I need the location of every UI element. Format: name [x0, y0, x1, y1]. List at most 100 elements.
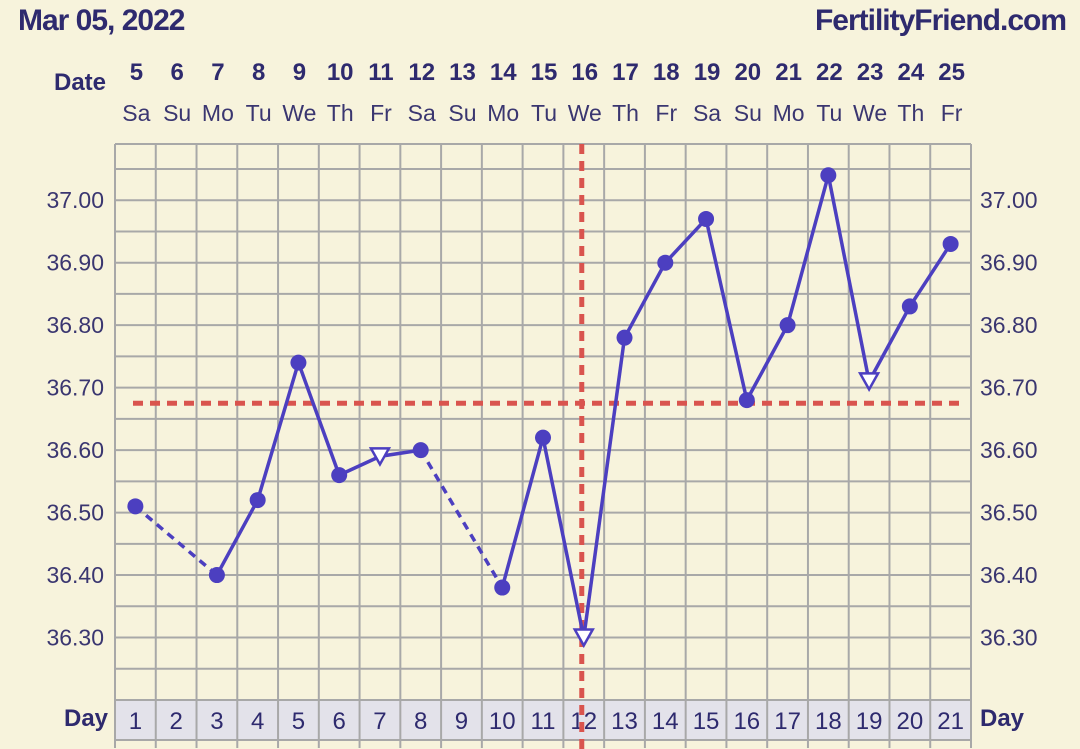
y-tick-label-left: 36.80: [46, 312, 104, 338]
cycle-day-label: 10: [489, 708, 516, 735]
chart-date: Mar 05, 2022: [18, 4, 185, 37]
cycle-day-label: 18: [815, 708, 842, 735]
temperature-point: [820, 167, 837, 184]
y-tick-label-right: 36.60: [980, 437, 1038, 463]
cycle-day-label: 4: [251, 708, 264, 735]
date-label: 12: [408, 59, 435, 86]
weekday-label: Sa: [693, 100, 721, 126]
y-tick-label-left: 36.70: [46, 375, 104, 401]
cycle-day-label: 20: [897, 708, 924, 735]
temperature-point: [738, 392, 755, 409]
temperature-line: [826, 174, 871, 382]
weekday-label: Mo: [773, 100, 805, 126]
y-tick-label-left: 36.90: [46, 250, 104, 276]
weekday-label: Tu: [531, 100, 557, 126]
weekday-label: Su: [163, 100, 191, 126]
date-label: 9: [293, 59, 306, 86]
temperature-point: [208, 567, 225, 584]
cycle-day-label: 13: [611, 708, 638, 735]
date-label: 18: [653, 59, 680, 86]
temperature-line-dashed: [419, 449, 504, 589]
cycle-day-label: 17: [774, 708, 801, 735]
y-tick-label-left: 36.30: [46, 625, 104, 651]
weekday-label: Su: [448, 100, 476, 126]
date-label: 15: [531, 59, 558, 86]
temperature-line-dashed: [134, 504, 219, 577]
y-tick-label-right: 36.80: [980, 312, 1038, 338]
date-label: 13: [449, 59, 476, 86]
cycle-day-label: 14: [652, 708, 679, 735]
temperature-point: [616, 329, 633, 346]
date-label: 7: [211, 59, 224, 86]
cycle-day-label: 2: [169, 708, 182, 735]
date-label: 22: [816, 59, 843, 86]
temperature-line: [622, 261, 667, 339]
temperature-line: [296, 362, 341, 476]
date-label: 5: [130, 59, 143, 86]
date-label: 23: [857, 59, 884, 86]
date-row-label: Date: [54, 69, 106, 96]
temperature-point: [331, 467, 348, 484]
y-tick-label-right: 36.90: [980, 250, 1038, 276]
temperature-line: [745, 324, 790, 401]
date-label: 16: [571, 59, 598, 86]
date-label: 25: [938, 59, 965, 86]
temperature-point-open: [857, 372, 881, 392]
date-label: 6: [170, 59, 183, 86]
temperature-line: [215, 499, 260, 576]
temperature-point: [494, 579, 511, 596]
site-name[interactable]: FertilityFriend.com: [814, 4, 1067, 37]
weekday-label: Mo: [487, 100, 519, 126]
temperature-line: [785, 174, 831, 326]
cycle-day-label: 9: [455, 708, 468, 735]
weekday-label: Th: [897, 100, 924, 126]
temperature-point: [535, 429, 551, 446]
y-tick-label-right: 36.40: [980, 562, 1038, 588]
weekday-label: We: [568, 100, 602, 126]
cycle-day-label: 1: [129, 708, 142, 735]
date-label: 19: [694, 59, 721, 86]
temperature-point: [412, 442, 429, 459]
y-tick-label-left: 36.60: [46, 437, 104, 463]
cycle-day-label: 15: [693, 708, 720, 735]
temperature-point-open: [368, 447, 392, 467]
cycle-day-label: 8: [414, 708, 427, 735]
cycle-day-label: 6: [333, 708, 346, 735]
temperature-line: [867, 305, 912, 383]
date-label: 24: [898, 59, 925, 86]
weekday-label: Tu: [246, 100, 272, 126]
y-tick-label-left: 36.50: [46, 500, 104, 526]
y-tick-label-left: 37.00: [46, 187, 104, 213]
weekday-label: Th: [612, 100, 639, 126]
temperature-point: [249, 492, 266, 509]
temperature-line: [582, 337, 627, 638]
y-tick-label-right: 36.30: [980, 625, 1038, 651]
weekday-label: Mo: [202, 100, 234, 126]
weekday-label: Sa: [408, 100, 436, 126]
temperature-point: [779, 317, 796, 334]
date-label: 10: [327, 59, 354, 86]
day-row-label-left: Day: [64, 705, 109, 732]
temperature-point-open: [572, 628, 595, 649]
weekday-label: Tu: [816, 100, 842, 126]
cycle-day-label: 5: [292, 708, 305, 735]
weekday-label: Th: [327, 100, 354, 126]
weekday-label: We: [853, 100, 887, 126]
weekday-label: Su: [734, 100, 762, 126]
weekday-label: We: [282, 100, 316, 126]
temperature-line: [664, 217, 708, 264]
weekday-label: Fr: [370, 100, 392, 126]
temperature-point: [942, 235, 959, 252]
date-label: 17: [612, 59, 639, 86]
date-label: 14: [490, 59, 517, 86]
cycle-day-label: 11: [531, 708, 556, 735]
cycle-day-label: 7: [373, 708, 386, 735]
y-tick-label-left: 36.40: [46, 562, 104, 588]
day-row-label-right: Day: [980, 705, 1025, 732]
weekday-label: Fr: [941, 100, 963, 126]
weekday-label: Sa: [122, 100, 150, 126]
cycle-day-label: 3: [210, 708, 223, 735]
date-label: 20: [734, 59, 761, 86]
weekday-label: Fr: [655, 100, 677, 126]
